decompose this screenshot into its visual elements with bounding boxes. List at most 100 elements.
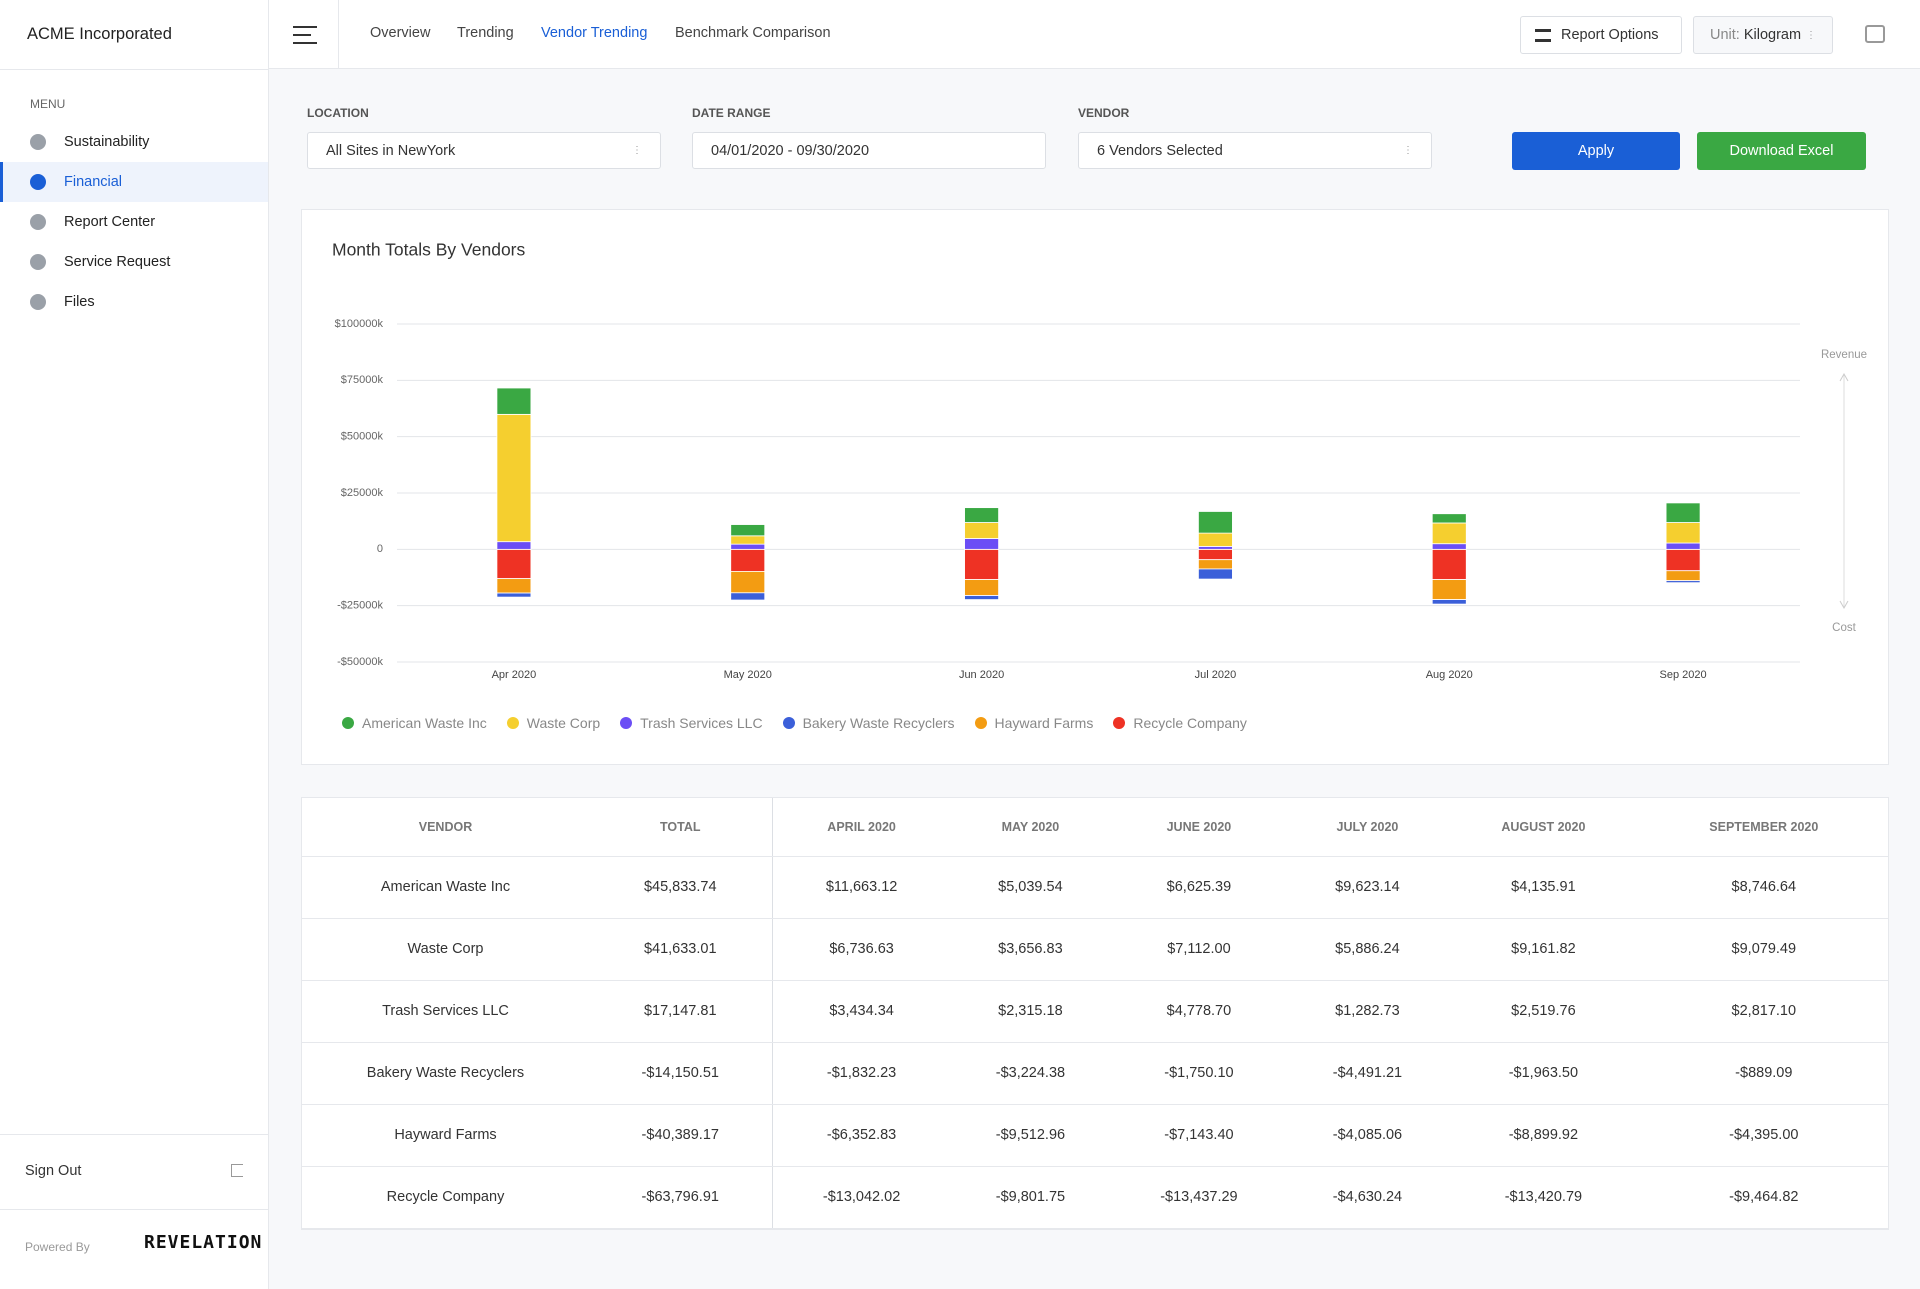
arrow-head <box>1839 372 1849 610</box>
nav-tab[interactable]: Overview <box>370 25 431 41</box>
bar-segment <box>1198 532 1233 547</box>
print-icon[interactable] <box>1865 25 1885 43</box>
table-cell: -$8,899.92 <box>1447 1104 1640 1167</box>
menu-item[interactable]: Report Center <box>0 202 268 242</box>
menu-item-label: Sustainability <box>64 134 150 150</box>
legend-item[interactable]: American Waste Inc <box>342 715 487 731</box>
bar-segment <box>730 548 766 572</box>
menu-item-label: Files <box>64 294 95 310</box>
menu-icon <box>30 254 46 270</box>
sidebar: ACME Incorporated MENU Sign Out Powered … <box>0 0 269 1289</box>
bar-segment <box>1665 570 1701 582</box>
bar-segment <box>1665 542 1701 550</box>
filter-select[interactable]: 6 Vendors Selected ⋮ <box>1078 132 1432 169</box>
menu-item[interactable]: Financial <box>0 162 268 202</box>
legend-item[interactable]: Trash Services LLC <box>620 715 763 731</box>
bar-segment <box>1665 502 1701 523</box>
menu-icon <box>30 174 46 190</box>
filter-select[interactable]: All Sites in NewYork ⋮ <box>307 132 661 169</box>
download-excel-button[interactable]: Download Excel <box>1697 132 1866 170</box>
bar-segment <box>964 595 999 600</box>
legend-item[interactable]: Waste Corp <box>506 715 600 731</box>
legend: American Waste Inc Waste Corp Trash Servic… <box>342 715 1267 731</box>
x-tick-label: May 2020 <box>724 669 772 681</box>
legend-item[interactable]: Recycle Company <box>1113 715 1247 731</box>
nav-tab[interactable]: Vendor Trending <box>541 25 648 41</box>
filter-value: 04/01/2020 - 09/30/2020 <box>711 142 870 159</box>
legend-item[interactable]: Hayward Farms <box>974 715 1094 731</box>
table-cell: $2,817.10 <box>1639 980 1888 1043</box>
table-cell: -$63,796.91 <box>589 1166 772 1229</box>
table-cell: -$9,801.75 <box>950 1166 1111 1229</box>
y-tick-label: $25000k <box>341 487 384 499</box>
vendor-table: VENDOR TOTAL APRIL 2020 MAY 2020 JUNE 2020 JU… <box>302 798 1888 1229</box>
chart-card: Month Totals By Vendors -$50000k -$25000k… <box>301 209 1889 765</box>
bar-segment <box>1198 559 1233 570</box>
company-name: ACME Incorporated <box>27 25 172 43</box>
apply-button[interactable]: Apply <box>1512 132 1680 170</box>
table-cell: -$9,464.82 <box>1639 1166 1888 1229</box>
nav-tab[interactable]: Benchmark Comparison <box>675 25 831 41</box>
bar-segment <box>1665 548 1701 572</box>
table-cell: $5,886.24 <box>1287 918 1448 981</box>
bar-segment <box>1665 522 1701 544</box>
table-cell: $17,147.81 <box>589 980 772 1043</box>
bar-segment <box>496 578 532 594</box>
bar-segment <box>964 507 999 523</box>
menu-icon <box>30 214 46 230</box>
unit-label: Unit: <box>1710 27 1740 43</box>
bar-segment <box>964 579 999 596</box>
bar-segment <box>730 571 766 594</box>
table-cell: $6,736.63 <box>771 918 951 981</box>
table-cell: -$4,491.21 <box>1287 1042 1448 1105</box>
table-cell: -$13,420.79 <box>1447 1166 1640 1229</box>
sign-out-icon[interactable] <box>231 1164 243 1177</box>
menu-item[interactable]: Sustainability <box>0 122 268 162</box>
filter-select[interactable]: 04/01/2020 - 09/30/2020 <box>692 132 1046 169</box>
column-header: TOTAL <box>589 798 772 857</box>
bar-segment <box>730 524 766 537</box>
table-cell: Waste Corp <box>302 918 589 981</box>
table-cell: Recycle Company <box>302 1166 589 1229</box>
legend-label: Hayward Farms <box>994 715 1094 731</box>
annotation: Cost <box>1832 622 1856 634</box>
sign-out[interactable]: Sign Out <box>25 1163 82 1179</box>
menu-icon <box>30 294 46 310</box>
bar-segment <box>1431 548 1467 580</box>
x-tick-label: Sep 2020 <box>1660 669 1707 681</box>
menu-toggle[interactable] <box>269 0 339 69</box>
legend-label: American Waste Inc <box>362 715 487 731</box>
top-bar: Report Options Unit: Kilogram ⋮ Overview T… <box>269 0 1920 69</box>
table-cell: $9,079.49 <box>1639 918 1888 981</box>
column-header: VENDOR <box>302 798 589 857</box>
legend-swatch <box>1113 717 1126 729</box>
report-options-button[interactable]: Report Options <box>1520 16 1682 54</box>
select-arrow: ⋮ <box>632 145 642 156</box>
table-cell: $6,625.39 <box>1110 856 1288 919</box>
table-cell: Bakery Waste Recyclers <box>302 1042 589 1105</box>
column-header: MAY 2020 <box>950 798 1111 857</box>
bar-segment <box>496 387 532 415</box>
table-cell: $5,039.54 <box>950 856 1111 919</box>
legend-item[interactable]: Bakery Waste Recyclers <box>782 715 955 731</box>
bar-segment <box>496 541 532 550</box>
table-row: Recycle Company -$63,796.91 -$13,042.02 -$9… <box>302 1166 1888 1229</box>
table-cell: $11,663.12 <box>771 856 951 919</box>
bar-segment <box>1198 568 1233 580</box>
filter-label: DATE RANGE <box>692 106 771 120</box>
unit-select[interactable]: Unit: Kilogram ⋮ <box>1693 16 1833 54</box>
bar-segment <box>1431 599 1467 605</box>
x-tick-label: Jun 2020 <box>959 669 1004 681</box>
menu-item[interactable]: Service Request <box>0 242 268 282</box>
y-tick-label: $100000k <box>335 318 384 330</box>
filter-label: LOCATION <box>307 106 369 120</box>
table-cell: -$4,395.00 <box>1639 1104 1888 1167</box>
vendor-table-card: VENDOR TOTAL APRIL 2020 MAY 2020 JUNE 2020 JU… <box>301 797 1889 1230</box>
bar-segment <box>1665 580 1701 584</box>
column-header: AUGUST 2020 <box>1447 798 1640 857</box>
table-row: Trash Services LLC $17,147.81 $3,434.34 $2,… <box>302 980 1888 1043</box>
menu-item[interactable]: Files <box>0 282 268 322</box>
logo: REVELATION <box>144 1232 263 1253</box>
nav-tab[interactable]: Trending <box>457 25 514 41</box>
table-cell: $9,161.82 <box>1447 918 1640 981</box>
